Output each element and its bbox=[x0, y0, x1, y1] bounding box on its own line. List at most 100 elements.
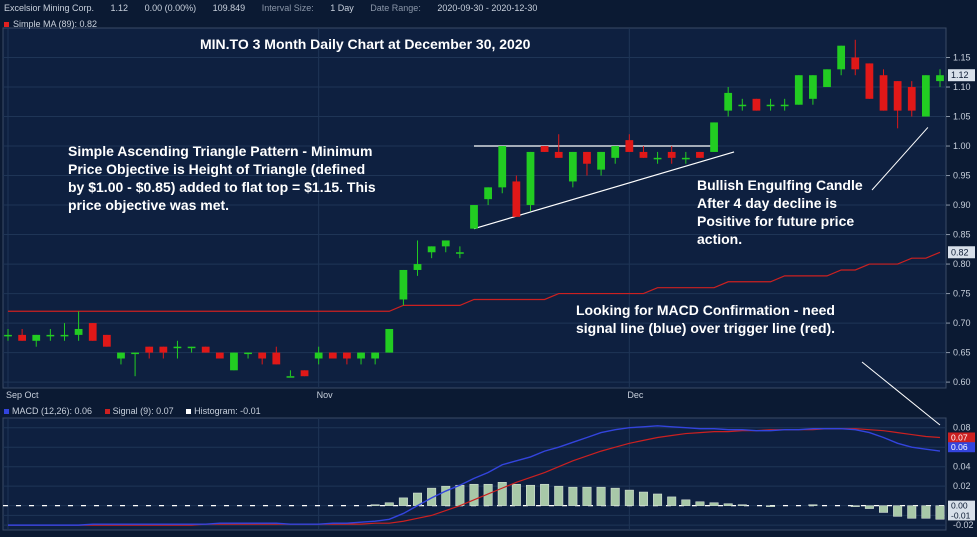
candle-body bbox=[4, 334, 12, 337]
macd-annotation: Looking for MACD Confirmation - need sig… bbox=[576, 302, 836, 336]
candle-body bbox=[865, 63, 874, 99]
candle-body bbox=[554, 151, 563, 158]
histogram-bar bbox=[596, 486, 606, 506]
candle-body bbox=[371, 352, 380, 359]
ma-badge-bg bbox=[948, 246, 975, 259]
histogram-bar bbox=[879, 505, 889, 513]
macd-panel bbox=[2, 417, 947, 531]
macd-badge-text: 0.07 bbox=[951, 432, 968, 442]
candle-body bbox=[611, 146, 620, 158]
price-tick-label: 1.05 bbox=[953, 112, 971, 122]
date-tick-label: Dec bbox=[627, 390, 644, 400]
candle-body bbox=[837, 45, 846, 70]
candle-body bbox=[809, 75, 817, 99]
candle-body bbox=[328, 352, 337, 359]
histogram-bar bbox=[808, 504, 818, 506]
histogram-bar bbox=[893, 505, 903, 517]
histogram-bar bbox=[568, 486, 578, 506]
date-tick-label: Nov bbox=[317, 390, 334, 400]
candle-body bbox=[413, 264, 422, 270]
candle-body bbox=[300, 370, 309, 377]
macd-badge-bg bbox=[948, 442, 975, 453]
price-tick-label: 0.85 bbox=[953, 230, 971, 240]
ma-color-icon bbox=[4, 22, 9, 28]
histogram-bar bbox=[554, 485, 564, 506]
histogram-bar bbox=[441, 485, 451, 506]
histogram-bar bbox=[667, 496, 677, 506]
price-tick-label: 0.65 bbox=[953, 348, 971, 358]
histogram-bar bbox=[469, 483, 479, 506]
candle-body bbox=[639, 151, 648, 158]
macd-badge-zero: 0.00 bbox=[948, 500, 975, 511]
candle-body bbox=[851, 57, 860, 70]
candle-body bbox=[526, 151, 535, 206]
histogram-bar bbox=[398, 497, 408, 506]
price-tick-label: 0.80 bbox=[953, 259, 971, 269]
histogram-legend-text: Histogram: -0.01 bbox=[194, 406, 261, 416]
date-tick-label: Sep Oct bbox=[6, 390, 39, 400]
candle-body bbox=[710, 122, 718, 152]
candle-body bbox=[244, 352, 252, 355]
histogram-bar bbox=[681, 499, 691, 506]
candle-body bbox=[131, 352, 139, 355]
histogram-bar bbox=[850, 505, 860, 507]
candle-body bbox=[18, 334, 27, 341]
candle-body bbox=[441, 240, 450, 247]
candle-body bbox=[823, 69, 831, 88]
histogram-bar bbox=[483, 483, 493, 506]
macd-badge-text: 0.00 bbox=[951, 501, 968, 511]
price-tick-label: 1.10 bbox=[953, 82, 971, 92]
price-tick-label: 0.60 bbox=[953, 377, 971, 387]
signal-legend-text: Signal (9): 0.07 bbox=[112, 406, 174, 416]
histogram-bar bbox=[497, 482, 507, 506]
candle-body bbox=[766, 104, 775, 107]
candle-body bbox=[724, 92, 733, 111]
ma-legend-text: Simple MA (89): 0.82 bbox=[13, 19, 98, 29]
candle-body bbox=[286, 376, 295, 378]
histogram-bar bbox=[540, 483, 550, 506]
candle-body bbox=[314, 352, 323, 359]
price-badge-text: 1.12 bbox=[951, 70, 969, 80]
histogram-color-icon bbox=[186, 409, 192, 415]
macd-badge-bg bbox=[948, 432, 975, 443]
candle-body bbox=[752, 98, 761, 111]
histogram-bar bbox=[511, 483, 521, 506]
candle-body bbox=[272, 352, 281, 365]
histogram-bar bbox=[864, 505, 874, 509]
candle-body bbox=[794, 75, 803, 105]
candle-body bbox=[498, 146, 507, 188]
price-tick-label: 0.90 bbox=[953, 200, 971, 210]
engulfing-callout-line bbox=[871, 127, 929, 191]
macd-callout-line bbox=[861, 361, 941, 426]
candle-body bbox=[357, 352, 365, 359]
candle-body bbox=[117, 352, 125, 359]
ma-badge: 0.82 bbox=[948, 246, 975, 259]
histogram-bar bbox=[737, 504, 747, 506]
macd-badge-macd: 0.06 bbox=[948, 442, 975, 453]
candle-body bbox=[625, 140, 634, 152]
candle-body bbox=[681, 157, 690, 160]
candle-body bbox=[540, 146, 549, 152]
macd-badge-hist: -0.01 bbox=[948, 510, 975, 521]
candle-body bbox=[399, 269, 408, 300]
pattern-annotation: Simple Ascending Triangle Pattern - Mini… bbox=[68, 143, 376, 213]
histogram-bar bbox=[525, 484, 535, 506]
price-tick-label: 0.95 bbox=[953, 171, 971, 181]
candle-body bbox=[780, 104, 789, 107]
macd-legend-text: MACD (12,26): 0.06 bbox=[12, 406, 93, 416]
candle-body bbox=[893, 81, 902, 111]
signal-color-icon bbox=[104, 409, 110, 415]
candle-body bbox=[936, 75, 944, 82]
quote-header: Excelsior Mining Corp. 1.12 0.00 (0.00%)… bbox=[4, 3, 551, 13]
candle-body bbox=[258, 352, 267, 359]
histogram-bar bbox=[653, 493, 663, 506]
macd-badge-text: -0.01 bbox=[951, 510, 971, 520]
histogram-bar bbox=[709, 502, 719, 506]
candle-body bbox=[568, 151, 577, 182]
interval-label: Interval Size: bbox=[261, 3, 314, 13]
candle-body bbox=[583, 151, 591, 164]
candle-body bbox=[385, 328, 394, 353]
candle-body bbox=[667, 151, 676, 158]
